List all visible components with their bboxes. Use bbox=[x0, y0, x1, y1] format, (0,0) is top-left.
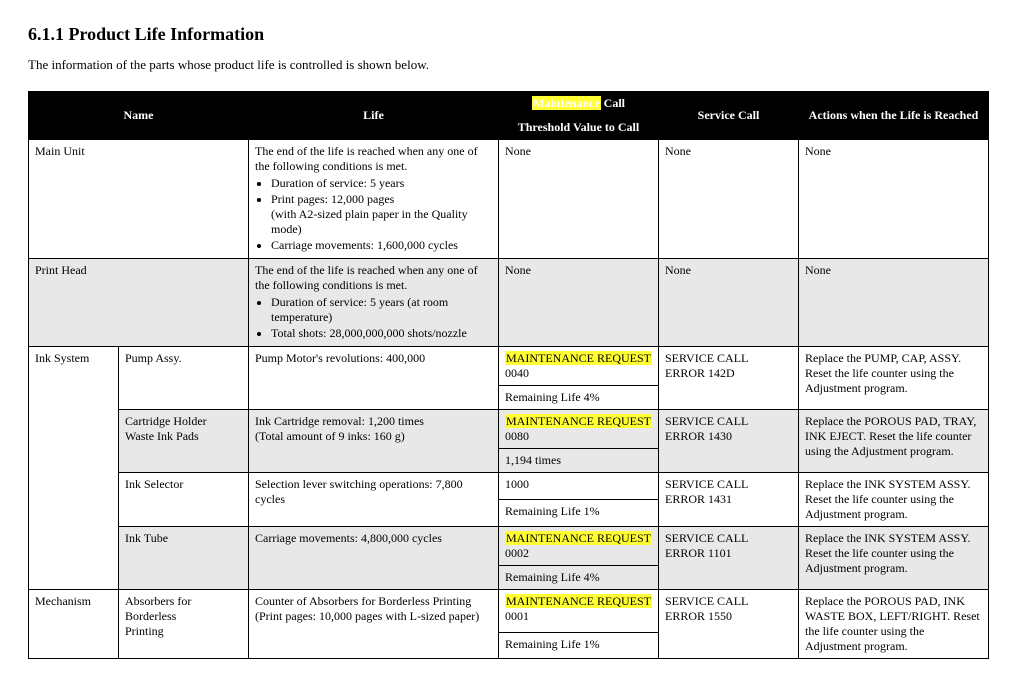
life-intro: The end of the life is reached when any … bbox=[255, 263, 478, 292]
cell-life: The end of the life is reached when any … bbox=[249, 259, 499, 347]
th-life: Life bbox=[249, 92, 499, 140]
cell-maint: 1000 bbox=[499, 473, 659, 500]
table-row: Main Unit The end of the life is reached… bbox=[29, 140, 989, 259]
cell-name: Cartridge Holder Waste Ink Pads bbox=[119, 410, 249, 473]
table-row: Cartridge Holder Waste Ink Pads Ink Cart… bbox=[29, 410, 989, 449]
maintenance-highlight: Maintenance bbox=[532, 96, 601, 110]
th-maintenance-call: Maintenance Call bbox=[499, 92, 659, 116]
service-call-label: SERVICE CALL bbox=[665, 477, 748, 491]
section-heading: 6.1.1 Product Life Information bbox=[28, 24, 991, 45]
cell-maint-threshold: Remaining Life 1% bbox=[499, 632, 659, 658]
cell-category: Mechanism bbox=[29, 590, 119, 659]
cell-maint: MAINTENANCE REQUEST 0002 bbox=[499, 527, 659, 566]
life-line: (Print pages: 10,000 pages with L-sized … bbox=[255, 609, 479, 623]
life-line: Ink Cartridge removal: 1,200 times bbox=[255, 414, 424, 428]
cell-actions: Replace the INK SYSTEM ASSY. Reset the l… bbox=[799, 473, 989, 527]
cell-service: SERVICE CALL ERROR 1101 bbox=[659, 527, 799, 590]
life-intro: The end of the life is reached when any … bbox=[255, 144, 478, 173]
cell-life: Counter of Absorbers for Borderless Prin… bbox=[249, 590, 499, 659]
table-row: Ink Selector Selection lever switching o… bbox=[29, 473, 989, 500]
service-call-label: SERVICE CALL bbox=[665, 414, 748, 428]
maintenance-code: 0002 bbox=[505, 546, 529, 560]
cell-life: Pump Motor's revolutions: 400,000 bbox=[249, 347, 499, 410]
th-service-call: Service Call bbox=[659, 92, 799, 140]
maintenance-request-highlight: MAINTENANCE REQUEST bbox=[505, 531, 652, 545]
service-error-code: ERROR 1430 bbox=[665, 429, 732, 443]
life-bullet: Carriage movements: 1,600,000 cycles bbox=[271, 238, 492, 253]
life-line: Counter of Absorbers for Borderless Prin… bbox=[255, 594, 471, 608]
maintenance-code: 0080 bbox=[505, 429, 529, 443]
cell-maint: MAINTENANCE REQUEST 0080 bbox=[499, 410, 659, 449]
product-life-table: Name Life Maintenance Call Service Call … bbox=[28, 91, 989, 659]
cell-actions: Replace the INK SYSTEM ASSY. Reset the l… bbox=[799, 527, 989, 590]
service-error-code: ERROR 142D bbox=[665, 366, 735, 380]
cell-maint: None bbox=[499, 259, 659, 347]
service-error-code: ERROR 1431 bbox=[665, 492, 732, 506]
intro-text: The information of the parts whose produ… bbox=[28, 57, 991, 73]
table-row: Ink System Pump Assy. Pump Motor's revol… bbox=[29, 347, 989, 386]
life-line: (Total amount of 9 inks: 160 g) bbox=[255, 429, 405, 443]
maintenance-request-highlight: MAINTENANCE REQUEST bbox=[505, 594, 652, 608]
cell-name: Print Head bbox=[29, 259, 249, 347]
cell-maint: None bbox=[499, 140, 659, 259]
life-bullet: Duration of service: 5 years (at room te… bbox=[271, 295, 492, 325]
maintenance-code: 0001 bbox=[505, 609, 529, 623]
maintenance-request-highlight: MAINTENANCE REQUEST bbox=[505, 414, 652, 428]
cell-name: Main Unit bbox=[29, 140, 249, 259]
cell-actions: None bbox=[799, 140, 989, 259]
cell-maint-threshold: Remaining Life 4% bbox=[499, 386, 659, 410]
cell-name: Ink Selector bbox=[119, 473, 249, 527]
name-line: Printing bbox=[125, 624, 164, 638]
cell-life: The end of the life is reached when any … bbox=[249, 140, 499, 259]
service-error-code: ERROR 1101 bbox=[665, 546, 732, 560]
life-bullet-text: Print pages: 12,000 pages bbox=[271, 192, 394, 206]
name-line: Absorbers for Borderless bbox=[125, 594, 191, 623]
table-row: Print Head The end of the life is reache… bbox=[29, 259, 989, 347]
th-name: Name bbox=[29, 92, 249, 140]
cell-actions: Replace the POROUS PAD, TRAY, INK EJECT.… bbox=[799, 410, 989, 473]
cell-maint: MAINTENANCE REQUEST 0001 bbox=[499, 590, 659, 633]
maintenance-code: 0040 bbox=[505, 366, 529, 380]
life-bullet: Duration of service: 5 years bbox=[271, 176, 492, 191]
service-call-label: SERVICE CALL bbox=[665, 351, 748, 365]
th-threshold: Threshold Value to Call bbox=[499, 116, 659, 140]
cell-life: Carriage movements: 4,800,000 cycles bbox=[249, 527, 499, 590]
cell-service: SERVICE CALL ERROR 142D bbox=[659, 347, 799, 410]
cell-maint-threshold: Remaining Life 4% bbox=[499, 566, 659, 590]
maintenance-request-highlight: MAINTENANCE REQUEST bbox=[505, 351, 652, 365]
cell-maint-threshold: Remaining Life 1% bbox=[499, 500, 659, 527]
cell-maint: MAINTENANCE REQUEST 0040 bbox=[499, 347, 659, 386]
table-row: Mechanism Absorbers for Borderless Print… bbox=[29, 590, 989, 633]
cell-actions: None bbox=[799, 259, 989, 347]
life-bullet: Print pages: 12,000 pages (with A2-sized… bbox=[271, 192, 492, 237]
name-line: Cartridge Holder bbox=[125, 414, 207, 428]
cell-service: SERVICE CALL ERROR 1550 bbox=[659, 590, 799, 659]
cell-service: None bbox=[659, 140, 799, 259]
cell-life: Ink Cartridge removal: 1,200 times (Tota… bbox=[249, 410, 499, 473]
cell-actions: Replace the PUMP, CAP, ASSY. Reset the l… bbox=[799, 347, 989, 410]
cell-actions: Replace the POROUS PAD, INK WASTE BOX, L… bbox=[799, 590, 989, 659]
name-line: Waste Ink Pads bbox=[125, 429, 199, 443]
cell-category: Ink System bbox=[29, 347, 119, 590]
cell-name: Ink Tube bbox=[119, 527, 249, 590]
service-call-label: SERVICE CALL bbox=[665, 594, 748, 608]
life-bullet-sub: (with A2-sized plain paper in the Qualit… bbox=[271, 207, 468, 236]
cell-maint-threshold: 1,194 times bbox=[499, 449, 659, 473]
cell-service: SERVICE CALL ERROR 1430 bbox=[659, 410, 799, 473]
table-row: Ink Tube Carriage movements: 4,800,000 c… bbox=[29, 527, 989, 566]
service-error-code: ERROR 1550 bbox=[665, 609, 732, 623]
life-bullet: Total shots: 28,000,000,000 shots/nozzle bbox=[271, 326, 492, 341]
maintenance-call-suffix: Call bbox=[601, 96, 625, 110]
th-actions: Actions when the Life is Reached bbox=[799, 92, 989, 140]
cell-name: Absorbers for Borderless Printing bbox=[119, 590, 249, 659]
cell-life: Selection lever switching operations: 7,… bbox=[249, 473, 499, 527]
cell-service: None bbox=[659, 259, 799, 347]
service-call-label: SERVICE CALL bbox=[665, 531, 748, 545]
cell-name: Pump Assy. bbox=[119, 347, 249, 410]
cell-service: SERVICE CALL ERROR 1431 bbox=[659, 473, 799, 527]
